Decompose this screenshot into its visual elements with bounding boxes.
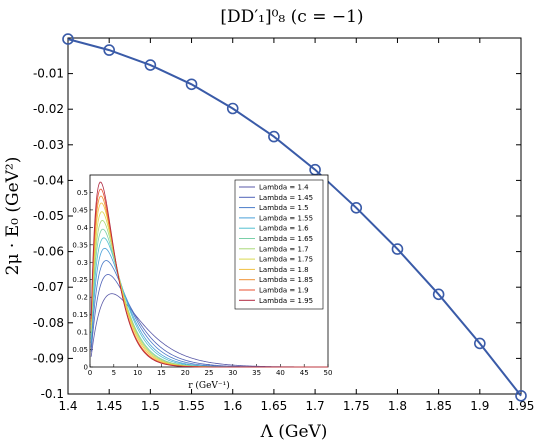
y-tick-label: -0.08 (33, 316, 64, 330)
data-point (432, 288, 445, 301)
inset-series-line (90, 181, 328, 368)
y-tick-label: -0.01 (33, 67, 64, 81)
inset-x-tick-label: 35 (252, 369, 261, 377)
legend-label: Lambda = 1.9 (259, 287, 309, 295)
data-point (474, 337, 486, 350)
inset-y-tick-label: 0.35 (72, 241, 88, 249)
y-tick-label: -0.1 (41, 387, 64, 401)
y-tick-label: -0.07 (33, 280, 64, 294)
inset-x-tick-label: 40 (276, 369, 285, 377)
inset-x-tick-label: 50 (324, 369, 333, 377)
inset-x-tick-label: 20 (181, 369, 190, 377)
x-tick-label: 1.8 (388, 399, 407, 413)
y-tick-label: -0.06 (33, 245, 64, 259)
data-point (391, 243, 404, 255)
x-tick-label: 1.75 (343, 399, 370, 413)
data-point (268, 130, 280, 143)
data-point (103, 44, 115, 56)
legend-label: Lambda = 1.4 (259, 184, 309, 192)
series-line (67, 38, 522, 397)
inset-y-tick-label: 0.15 (72, 311, 88, 319)
x-tick-label: 1.5 (141, 399, 160, 413)
x-tick-label: 1.9 (470, 399, 489, 413)
inset-legend (234, 179, 324, 310)
y-tick-label: -0.05 (33, 209, 64, 223)
inset-x-tick-label: 30 (228, 369, 237, 377)
x-tick-label: 1.4 (58, 399, 77, 413)
main-ticks: 1.4 1.45 1.5 1.55 1.6 1.65 1.7 1.75 1.8 1.85 1.9 1.… (33, 38, 534, 413)
x-tick-label: 1.65 (261, 399, 288, 413)
inset-legend-items: Lambda = 1.4 Lambda = 1.45 Lambda = 1.5 Lam… (239, 184, 313, 305)
x-tick-label: 1.45 (96, 399, 123, 413)
legend-label: Lambda = 1.45 (259, 194, 313, 202)
inset-x-tick-label: 10 (133, 369, 142, 377)
y-tick-label: -0.03 (33, 138, 64, 152)
data-point (185, 78, 198, 91)
x-tick-label: 1.95 (508, 399, 535, 413)
x-tick-label: 1.7 (306, 399, 325, 413)
inset-y-tick-label: 0.05 (72, 346, 88, 354)
data-point (144, 59, 157, 71)
inset-x-tick-label: 0 (88, 369, 92, 377)
x-tick-label: 1.85 (425, 399, 452, 413)
inset-x-tick-label: 25 (205, 369, 214, 377)
data-point (62, 33, 74, 45)
inset-x-axis-label: r (GeV⁻¹) (188, 380, 230, 391)
inset-y-tick-label: 0 (84, 364, 88, 372)
inset-y-tick-label: 0.45 (72, 206, 88, 214)
inset-y-tick-label: 0.4 (77, 224, 89, 232)
chart-title: [DD′₁]⁰₈ (c = −1) (220, 7, 363, 27)
data-point (226, 102, 239, 115)
y-tick-label: -0.09 (33, 351, 64, 365)
x-tick-label: 1.6 (223, 399, 242, 413)
inset-y-tick-label: 0.25 (72, 276, 88, 284)
legend-label: Lambda = 1.65 (259, 235, 313, 243)
inset-series (90, 181, 328, 368)
legend-label: Lambda = 1.85 (259, 276, 313, 284)
data-point (515, 389, 527, 402)
legend-label: Lambda = 1.7 (259, 245, 309, 253)
inset-y-tick-label: 0.1 (77, 329, 88, 337)
inset-x-tick-label: 15 (157, 369, 166, 377)
x-axis-label: Λ (GeV) (260, 422, 328, 442)
inset-y-tick-label: 0.5 (77, 189, 88, 197)
legend-label: Lambda = 1.8 (259, 266, 309, 274)
main-series (62, 33, 527, 402)
legend-label: Lambda = 1.5 (259, 204, 309, 212)
inset-y-tick-label: 0.2 (77, 294, 88, 302)
legend-label: Lambda = 1.55 (259, 214, 313, 222)
data-point (350, 202, 363, 214)
y-tick-label: -0.04 (33, 173, 64, 187)
y-axis-label: 2μ · E₀ (GeV²) (3, 157, 23, 276)
inset-y-tick-label: 0.3 (77, 259, 88, 267)
inset-x-tick-label: 5 (112, 369, 116, 377)
legend-label: Lambda = 1.6 (259, 225, 309, 233)
y-tick-label: -0.02 (33, 102, 64, 116)
legend-label: Lambda = 1.95 (259, 297, 313, 305)
legend-label: Lambda = 1.75 (259, 256, 313, 264)
x-tick-label: 1.55 (178, 399, 205, 413)
inset-x-tick-label: 45 (300, 369, 309, 377)
